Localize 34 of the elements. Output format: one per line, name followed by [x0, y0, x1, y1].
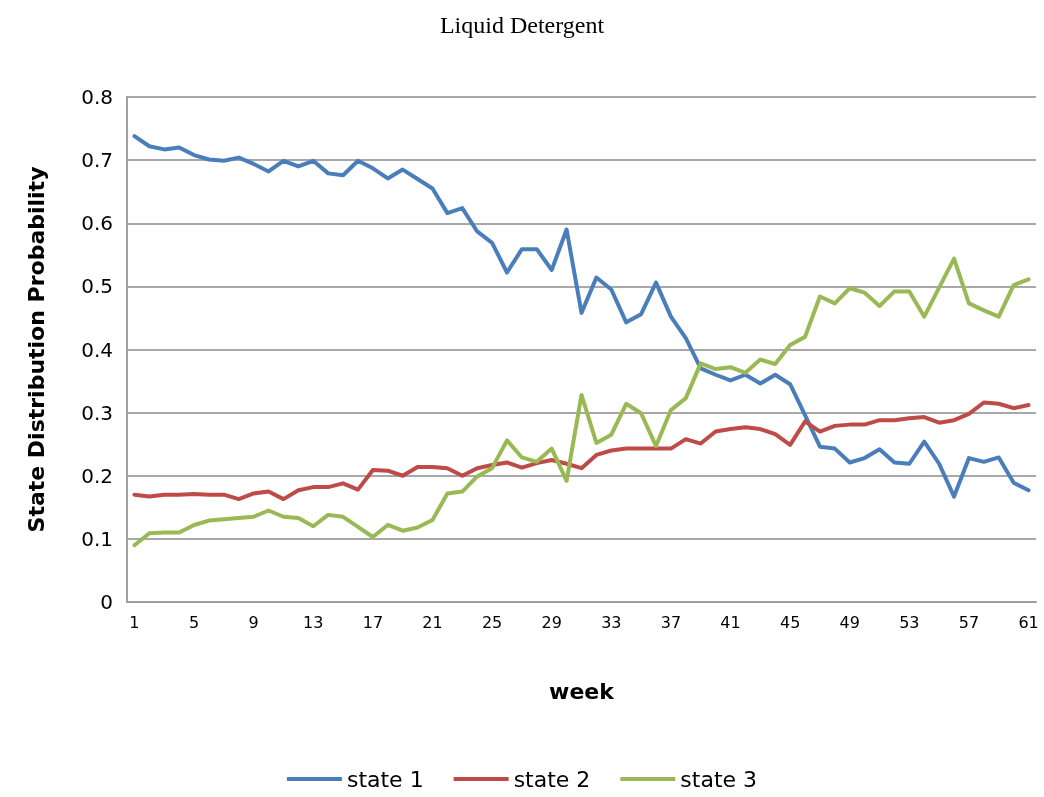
y-axis-title: State Distribution Probability	[23, 166, 49, 533]
x-tick-label: 45	[779, 612, 801, 632]
line-series	[132, 256, 1031, 548]
legend-label: state 2	[513, 766, 591, 792]
legend-label: state 1	[346, 766, 424, 792]
x-tick-label: 29	[541, 612, 562, 632]
x-tick-label: 41	[720, 612, 741, 632]
x-tick-label: 9	[248, 612, 259, 632]
y-tick-label: 0	[100, 590, 113, 614]
line-series	[132, 400, 1031, 502]
x-tick-label: 17	[362, 612, 384, 632]
y-tick-label: 0.3	[81, 400, 113, 425]
x-tick-label: 61	[1018, 612, 1039, 632]
x-tick-label: 53	[899, 612, 920, 632]
x-tick-label: 1	[129, 612, 140, 632]
legend-label: state 3	[680, 766, 758, 792]
x-tick-label: 37	[660, 612, 682, 632]
y-tick-label: 0.4	[81, 337, 113, 362]
x-tick-label: 49	[839, 612, 860, 632]
y-tick-label: 0.5	[81, 274, 113, 299]
x-axis-title: week	[549, 678, 616, 704]
x-tick-label: 33	[601, 612, 622, 632]
y-tick-label: 0.6	[81, 211, 113, 236]
x-tick-label: 21	[422, 612, 443, 632]
y-tick-label: 0.7	[81, 148, 113, 173]
x-tick-label: 5	[188, 612, 200, 632]
x-tick-label: 25	[481, 612, 503, 632]
line-series	[132, 134, 1031, 499]
chart-title: Liquid Detergent	[439, 12, 605, 38]
x-tick-label: 57	[958, 612, 980, 632]
y-tick-label: 0.1	[81, 526, 113, 551]
y-tick-label: 0.8	[81, 85, 113, 109]
x-tick-label: 13	[303, 612, 324, 632]
y-tick-label: 0.2	[81, 463, 113, 488]
